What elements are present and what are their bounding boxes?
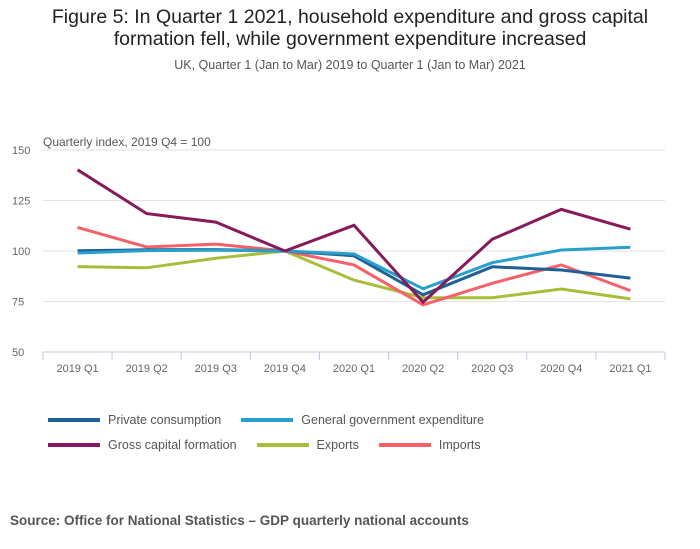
x-tick-label: 2019 Q1 <box>56 363 98 375</box>
x-tick-label: 2020 Q3 <box>471 363 513 375</box>
legend-swatch <box>241 417 294 422</box>
legend-label: Private consumption <box>108 412 222 427</box>
x-tick-label: 2019 Q2 <box>126 363 168 375</box>
series-line-gross-capital-formation <box>76 168 631 305</box>
y-tick-label: 100 <box>12 246 30 258</box>
chart-title-line-2: formation fell, while government expendi… <box>113 28 587 50</box>
series-line-imports <box>77 225 631 307</box>
legend-row: Private consumption General government ex… <box>48 407 648 432</box>
x-tick-label: 2021 Q1 <box>609 363 651 375</box>
legend-label: Imports <box>438 437 481 452</box>
line-chart: 150 125 100 75 50 Quarterly index, 2019 Q4 =… <box>12 135 666 375</box>
legend-item[interactable]: Exports <box>256 437 359 452</box>
y-tick-label: 125 <box>12 196 30 208</box>
legend-swatch <box>378 442 431 447</box>
legend: Private consumption General government ex… <box>48 407 648 457</box>
series-line-private-consumption <box>77 248 631 297</box>
x-axis: 2019 Q1 2019 Q2 2019 Q3 2019 Q4 2020 Q1 2020 … <box>42 351 666 375</box>
x-tick-label: 2019 Q3 <box>195 363 237 375</box>
x-tick-label: 2020 Q1 <box>333 363 375 375</box>
legend-item[interactable]: Gross capital formation <box>48 438 237 452</box>
legend-label: General government expenditure <box>301 412 485 427</box>
x-tick-label: 2019 Q4 <box>264 363 306 375</box>
chart-title-line-1: Figure 5: In Quarter 1 2021, household e… <box>51 6 649 28</box>
legend-swatch <box>48 417 100 422</box>
series-line-general-government-expenditure <box>77 245 631 291</box>
chart-title: Figure 5: In Quarter 1 2021, household e… <box>0 6 700 50</box>
legend-item[interactable]: General government expenditure <box>241 413 484 427</box>
legend-item[interactable]: Imports <box>378 437 481 452</box>
legend-label: Gross capital formation <box>108 437 237 452</box>
y-tick-label: 75 <box>12 297 24 309</box>
legend-item[interactable]: Private consumption <box>48 413 221 427</box>
y-axis-ticks: 150 125 100 75 50 <box>12 145 30 359</box>
y-axis-label: Quarterly index, 2019 Q4 = 100 <box>43 135 211 149</box>
source-note: Source: Office for National Statistics –… <box>10 513 469 528</box>
legend-row: Gross capital formation Exports Imports <box>48 432 648 457</box>
x-tick-label: 2020 Q2 <box>402 363 444 375</box>
series-lines <box>76 168 631 307</box>
chart-subtitle: UK, Quarter 1 (Jan to Mar) 2019 to Quart… <box>174 58 526 72</box>
y-tick-label: 150 <box>12 145 30 157</box>
legend-swatch <box>48 442 100 447</box>
legend-label: Exports <box>316 437 359 452</box>
series-line-exports <box>77 249 631 301</box>
x-tick-label: 2020 Q4 <box>540 363 582 375</box>
y-tick-label: 50 <box>12 347 24 359</box>
legend-swatch <box>256 442 309 447</box>
